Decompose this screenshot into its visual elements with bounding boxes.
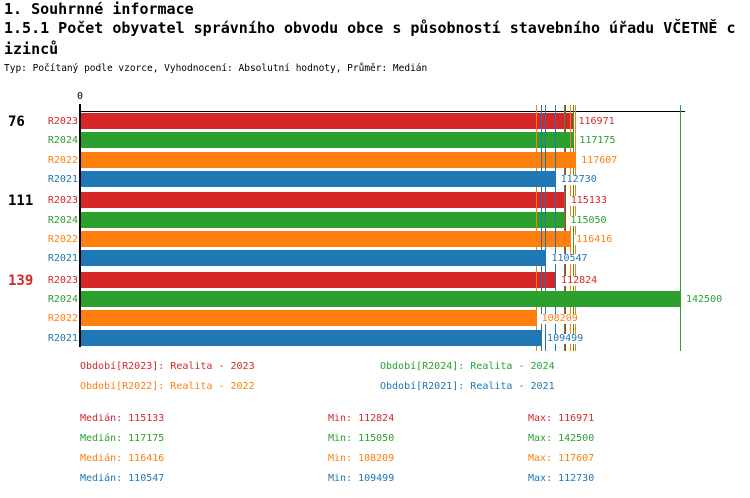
bar-R2021-group2 (81, 329, 543, 346)
series-label-R2024-group2: R2024 (47, 293, 78, 305)
min-marker-line-R2021 (541, 105, 543, 351)
value-label-R2024-group2: 142500 (685, 293, 724, 305)
stat-median-R2021: Medián: 110547 (80, 473, 165, 484)
value-label-R2023-group0: 116971 (577, 116, 616, 127)
value-label-R2023-group1: 115133 (569, 195, 608, 207)
value-label-R2024-group1: 115050 (569, 214, 608, 226)
indicator-title-line2: izinců (4, 40, 59, 58)
stat-min-R2021: Min: 109499 (328, 473, 395, 484)
stat-max-R2023: Max: 116971 (528, 413, 595, 424)
x-axis-line (80, 111, 685, 112)
series-label-R2022-group0: R2022 (47, 154, 78, 166)
stat-median-R2023: Medián: 115133 (80, 413, 165, 424)
bar-R2022-group2 (81, 310, 537, 327)
series-label-R2021-group0: R2021 (47, 173, 78, 185)
series-label-R2021-group1: R2021 (47, 253, 78, 265)
stat-max-R2022: Max: 117607 (528, 453, 595, 464)
section-title: 1. Souhrnné informace (4, 0, 194, 18)
value-label-R2022-group2: 108209 (540, 313, 579, 325)
value-label-R2022-group0: 117607 (580, 154, 619, 166)
value-label-R2023-group2: 112824 (560, 274, 599, 286)
value-label-R2021-group2: 109499 (546, 332, 585, 344)
legend-item-R2023: Období[R2023]: Realita - 2023 (80, 361, 255, 372)
min-marker-line-R2024 (564, 105, 566, 351)
origin-tick-label: 0 (76, 91, 84, 102)
stat-max-R2024: Max: 142500 (528, 433, 595, 444)
max-marker-line-R2024 (680, 105, 681, 351)
chart-meta-line: Typ: Počítaný podle vzorce, Vyhodnocení:… (4, 63, 428, 74)
bar-R2024-group1 (81, 211, 566, 228)
bar-R2023-group0 (81, 113, 574, 129)
series-label-R2023-group0: R2023 (47, 116, 78, 127)
group-label-139: 139 (8, 272, 34, 289)
min-marker-line-R2022 (535, 105, 537, 351)
value-label-R2021-group0: 112730 (559, 173, 598, 185)
median-marker-line-R2024 (573, 105, 575, 351)
bar-R2022-group1 (81, 230, 572, 247)
max-marker-line-R2022 (575, 105, 577, 351)
bar-R2022-group0 (81, 151, 577, 168)
y-axis-line (79, 104, 81, 347)
legend-item-R2022: Období[R2022]: Realita - 2022 (80, 381, 255, 392)
series-label-R2021-group2: R2021 (47, 332, 78, 344)
group-label-76: 76 (8, 114, 25, 130)
bar-R2024-group0 (81, 132, 575, 149)
value-label-R2021-group1: 110547 (550, 253, 589, 265)
group-label-111: 111 (8, 193, 34, 210)
series-label-R2023-group1: R2023 (47, 195, 78, 207)
bar-R2023-group2 (81, 271, 557, 288)
series-label-R2024-group1: R2024 (47, 214, 78, 226)
series-label-R2022-group1: R2022 (47, 233, 78, 245)
stat-max-R2021: Max: 112730 (528, 473, 595, 484)
median-marker-line-R2022 (570, 105, 572, 351)
bar-R2023-group1 (81, 192, 566, 209)
series-label-R2022-group2: R2022 (47, 313, 78, 325)
stat-min-R2024: Min: 115050 (328, 433, 395, 444)
indicator-title-line1: 1.5.1 Počet obyvatel správního obvodu ob… (4, 19, 736, 37)
series-label-R2024-group0: R2024 (47, 135, 78, 147)
legend-item-R2024: Období[R2024]: Realita - 2024 (380, 361, 555, 372)
stat-median-R2022: Medián: 116416 (80, 453, 165, 464)
value-label-R2024-group0: 117175 (578, 135, 617, 147)
stat-min-R2022: Min: 108209 (328, 453, 395, 464)
stat-median-R2024: Medián: 117175 (80, 433, 165, 444)
max-marker-line-R2021 (554, 105, 556, 351)
value-label-R2022-group1: 116416 (575, 233, 614, 245)
bar-R2021-group0 (81, 170, 556, 187)
bar-R2021-group1 (81, 250, 547, 267)
max-marker-line-R2023 (572, 105, 574, 351)
bar-R2024-group2-top (81, 290, 681, 307)
median-marker-line-R2021 (545, 105, 547, 351)
legend-item-R2021: Období[R2021]: Realita - 2021 (380, 381, 555, 392)
stat-min-R2023: Min: 112824 (328, 413, 395, 424)
series-label-R2023-group2: R2023 (47, 274, 78, 286)
